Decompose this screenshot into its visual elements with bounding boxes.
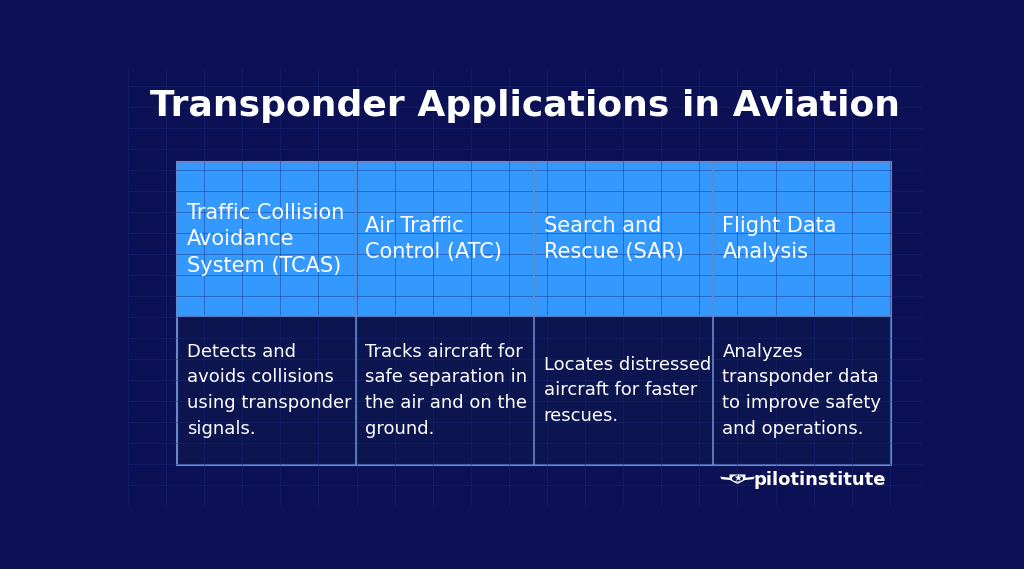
Text: Locates distressed
aircraft for faster
rescues.: Locates distressed aircraft for faster r…: [544, 356, 711, 425]
Text: Detects and
avoids collisions
using transponder
signals.: Detects and avoids collisions using tran…: [186, 343, 351, 438]
Text: Search and
Rescue (SAR): Search and Rescue (SAR): [544, 216, 684, 262]
Text: Traffic Collision
Avoidance
System (TCAS): Traffic Collision Avoidance System (TCAS…: [186, 203, 344, 275]
Bar: [177, 163, 892, 316]
Bar: [177, 163, 892, 465]
Text: ★: ★: [733, 473, 741, 484]
Polygon shape: [743, 477, 755, 480]
Polygon shape: [729, 475, 745, 484]
Text: pilotinstitute: pilotinstitute: [754, 471, 886, 489]
Text: Tracks aircraft for
safe separation in
the air and on the
ground.: Tracks aircraft for safe separation in t…: [366, 343, 527, 438]
Text: Air Traffic
Control (ATC): Air Traffic Control (ATC): [366, 216, 502, 262]
Text: Flight Data
Analysis: Flight Data Analysis: [722, 216, 837, 262]
Polygon shape: [720, 477, 731, 480]
Bar: [177, 316, 892, 465]
Circle shape: [732, 475, 743, 481]
Text: Transponder Applications in Aviation: Transponder Applications in Aviation: [150, 89, 900, 122]
Text: Analyzes
transponder data
to improve safety
and operations.: Analyzes transponder data to improve saf…: [722, 343, 882, 438]
